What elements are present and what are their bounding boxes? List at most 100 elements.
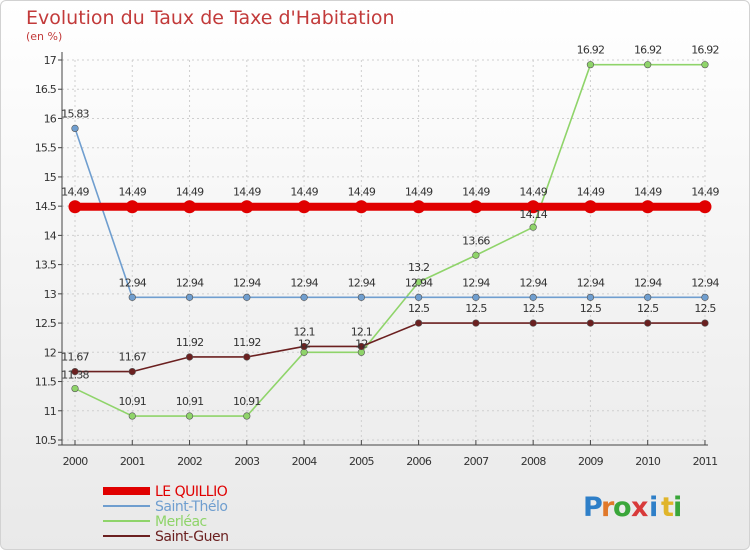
data-point-s2 (701, 61, 709, 69)
data-point-s0 (641, 200, 655, 214)
data-label-s1: 12.94 (348, 276, 376, 289)
data-point-s1 (357, 293, 365, 301)
series-line-1 (74, 128, 705, 299)
data-point-s1 (185, 293, 194, 301)
data-label-s2: 16.92 (691, 44, 719, 57)
data-label-s0: 14.49 (348, 186, 376, 199)
data-label-s2: 14.14 (519, 208, 547, 221)
data-label-s3: 12.5 (580, 302, 602, 315)
data-label-s3: 12.5 (637, 302, 659, 315)
data-label-s2: 10.91 (233, 395, 261, 408)
logo-letter: o (613, 492, 633, 523)
x-tick-label: 2005 (349, 455, 375, 468)
data-point-s3 (300, 342, 308, 351)
data-label-s1: 12.94 (176, 276, 204, 289)
data-point-s1 (472, 293, 480, 301)
y-tick-label: 16.5 (35, 83, 57, 96)
y-tick-label: 16 (44, 112, 57, 125)
data-label-s1: 12.94 (290, 276, 318, 289)
legend-label-0: LE QUILLIO (155, 484, 228, 500)
data-label-s0: 14.49 (462, 186, 490, 199)
logo-letter: i (673, 492, 683, 523)
data-point-s3 (644, 319, 652, 327)
data-label-s3: 12.1 (293, 325, 314, 338)
data-label-s2: 13.2 (408, 261, 429, 274)
data-label-s0: 14.49 (290, 186, 318, 199)
data-point-s1 (415, 293, 423, 301)
data-point-s3 (586, 319, 595, 327)
series-line-3 (75, 322, 705, 373)
series-lines (74, 63, 705, 417)
data-label-s1: 12.94 (119, 276, 147, 289)
data-point-s0 (354, 200, 368, 214)
data-point-s1 (586, 293, 595, 301)
x-tick-label: 2006 (406, 455, 432, 468)
chart-title: Evolution du Taux de Taxe d'Habitation (26, 7, 395, 29)
data-point-s1 (71, 124, 79, 132)
data-point-s2 (128, 412, 136, 420)
x-tick-label: 2011 (693, 455, 718, 468)
y-tick-label: 15 (44, 171, 57, 184)
data-label-s3: 11.92 (176, 336, 204, 349)
axes: 10.5 11 11.5 12 12.5 13 13.5 14 14.5 15 15.5 16 16.5… (35, 52, 718, 468)
chart-subtitle: (en %) (26, 30, 62, 43)
data-point-s3 (71, 368, 79, 376)
data-label-s2: 10.91 (176, 395, 204, 408)
data-label-s3: 12.1 (351, 325, 372, 338)
data-label-s0: 14.49 (119, 186, 147, 199)
data-label-s3: 12.5 (523, 302, 545, 315)
legend-label-2: Merléac (155, 514, 207, 530)
data-label-s2: 12 (355, 337, 367, 350)
data-label-s1: 15.83 (61, 107, 89, 120)
data-label-s1: 12.94 (691, 276, 719, 289)
y-tick-label: 15.5 (35, 142, 57, 155)
data-label-s1: 12.94 (577, 276, 605, 289)
data-point-s1 (128, 293, 136, 301)
data-point-s2 (586, 61, 595, 69)
y-tick-label: 12.5 (35, 317, 57, 330)
data-point-s2 (71, 384, 79, 393)
x-tick-label: 2000 (63, 455, 89, 468)
data-label-s2: 16.92 (577, 44, 605, 57)
x-tick-label: 2010 (635, 455, 661, 468)
y-tick-label: 12 (44, 346, 56, 359)
data-point-s2 (415, 278, 423, 286)
logo-letter: i (649, 492, 659, 523)
data-label-s1: 12.94 (233, 276, 261, 289)
y-tick-label: 13.5 (35, 259, 57, 272)
x-tick-label: 2009 (578, 455, 604, 468)
x-tick-label: 2004 (292, 455, 318, 468)
data-point-s3 (357, 342, 365, 351)
x-tick-label: 2002 (177, 455, 202, 468)
data-point-s1 (243, 293, 251, 301)
data-label-s2: 11.38 (61, 369, 89, 382)
data-label-s3: 12.5 (465, 302, 487, 315)
data-label-s3: 11.92 (233, 336, 261, 349)
data-point-s0 (183, 200, 197, 214)
data-label-s1: 12.94 (405, 276, 433, 289)
data-point-s3 (701, 319, 709, 327)
logo-letter: r (601, 492, 615, 523)
data-label-s2: 13.66 (462, 234, 490, 247)
data-point-s0 (412, 200, 426, 214)
data-point-s0 (68, 200, 82, 214)
data-point-s1 (300, 293, 308, 301)
y-tick-label: 10.5 (35, 434, 57, 447)
data-point-s0 (583, 200, 597, 214)
x-tick-label: 2007 (463, 455, 489, 468)
data-point-s0 (125, 200, 139, 214)
data-point-s0 (526, 200, 540, 214)
data-label-s1: 12.94 (519, 276, 547, 289)
series-line-2 (74, 63, 705, 417)
data-label-s2: 16.92 (634, 44, 662, 57)
logo-letter: P (583, 492, 604, 523)
data-point-s2 (529, 223, 537, 231)
data-point-s3 (185, 353, 194, 361)
data-label-s0: 14.49 (405, 186, 433, 199)
legend-label-3: Saint-Guen (155, 529, 229, 545)
data-point-s3 (529, 319, 537, 327)
data-label-s0: 14.49 (691, 186, 719, 199)
series-points (68, 61, 712, 420)
data-labels: 14.49 14.49 14.49 14.49 14.49 14.49 14.49 14.49… (61, 44, 720, 408)
